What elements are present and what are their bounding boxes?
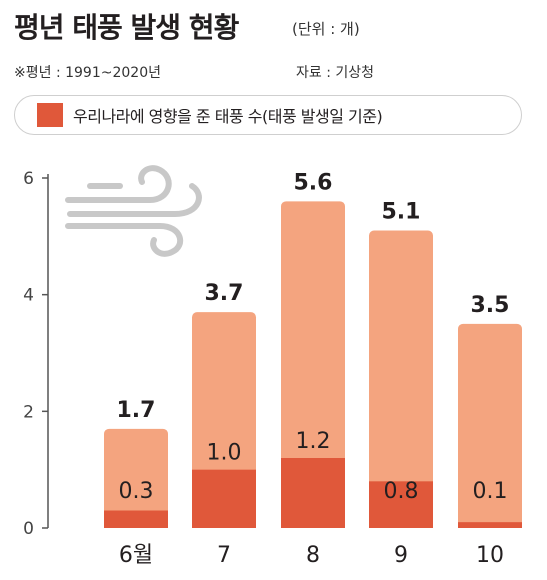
chart-title: 평년 태풍 발생 현황: [14, 11, 239, 44]
bar-affected: [458, 522, 522, 528]
y-tick-label: 6: [23, 169, 34, 189]
bar-affected: [281, 458, 345, 528]
affected-value-label: 0.1: [473, 479, 508, 504]
bar-total: [281, 201, 345, 529]
unit-label: (단위 : 개): [292, 20, 360, 38]
affected-value-label: 0.3: [119, 479, 154, 504]
legend-label: 우리나라에 영향을 준 태풍 수(태풍 발생일 기준): [73, 107, 383, 126]
total-value-label: 3.7: [205, 281, 244, 306]
period-note: ※평년 : 1991~2020년: [14, 65, 161, 81]
legend-swatch: [37, 103, 63, 127]
bar-affected: [192, 469, 256, 528]
bar-affected: [104, 510, 168, 528]
x-category-label: 8: [306, 543, 320, 568]
y-tick-label: 2: [23, 402, 34, 422]
bar-total: [458, 323, 522, 528]
legend: 우리나라에 영향을 준 태풍 수(태풍 발생일 기준): [14, 95, 522, 135]
x-category-label: 6월: [119, 543, 153, 568]
x-category-label: 9: [394, 543, 408, 568]
affected-value-label: 1.2: [296, 429, 331, 454]
total-value-label: 5.6: [294, 170, 333, 195]
wind-icon: [65, 165, 202, 257]
x-category-label: 7: [217, 543, 231, 568]
affected-value-label: 1.0: [207, 441, 242, 466]
y-tick-label: 0: [23, 519, 34, 539]
affected-value-label: 0.8: [384, 479, 419, 504]
total-value-label: 5.1: [382, 200, 421, 225]
total-value-label: 1.7: [117, 398, 156, 423]
x-category-label: 10: [476, 543, 504, 568]
total-value-label: 3.5: [471, 293, 510, 318]
bar-total: [369, 230, 433, 528]
bar-total: [104, 428, 168, 528]
bar-affected: [369, 481, 433, 528]
y-tick-label: 4: [23, 286, 34, 306]
source-label: 자료 : 기상청: [296, 65, 375, 81]
